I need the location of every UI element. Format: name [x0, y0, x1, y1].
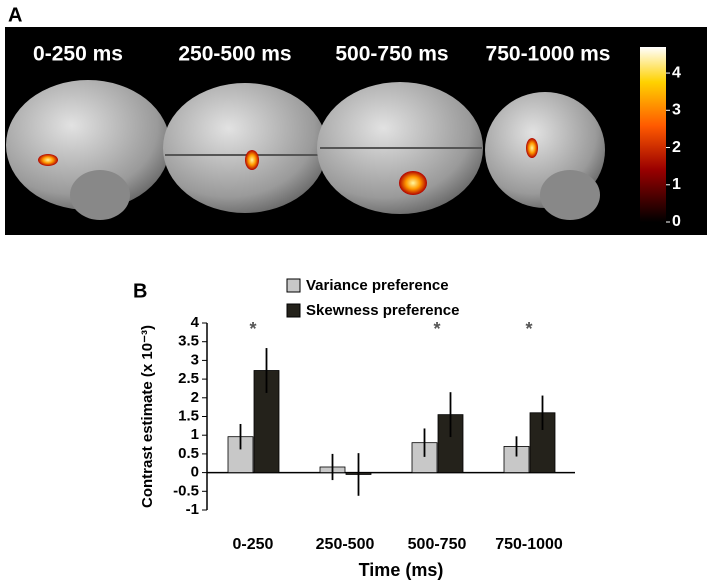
y-tick-label: 4	[191, 314, 200, 331]
x-tick-label: 500-750	[408, 536, 467, 553]
colorbar-tick-label: 2	[672, 139, 681, 156]
y-tick-label: 2.5	[178, 370, 199, 387]
y-tick-label: 1.5	[178, 407, 199, 424]
image-label: 0-250 ms	[33, 43, 123, 66]
legend-swatch	[286, 303, 301, 318]
colorbar-tick-label: 1	[672, 176, 681, 193]
legend-label: Skewness preference	[306, 302, 459, 319]
brain-images	[6, 80, 605, 220]
y-tick-label: 1	[191, 426, 199, 443]
x-tick-label: 250-500	[316, 536, 375, 553]
significance-mark: *	[525, 319, 532, 339]
image-label: 500-750 ms	[335, 43, 448, 66]
image-label: 250-500 ms	[178, 43, 291, 66]
y-tick-label: -0.5	[173, 482, 199, 499]
colorbar-tick-label: 3	[672, 102, 681, 119]
image-label: 750-1000 ms	[486, 43, 611, 66]
y-tick-label: 2	[191, 389, 199, 406]
x-tick-label: 0-250	[233, 536, 274, 553]
colorbar	[640, 47, 666, 222]
y-tick-label: 3.5	[178, 333, 199, 350]
x-tick-label: 750-1000	[495, 536, 563, 553]
panel-label: A	[8, 4, 22, 26]
significance-mark: *	[249, 319, 256, 339]
panel-label: B	[133, 280, 147, 302]
legend-label: Variance preference	[306, 277, 449, 294]
y-tick-label: -1	[186, 501, 199, 518]
colorbar-tick-label: 0	[672, 213, 681, 230]
y-axis-label: Contrast estimate (x 10⁻³)	[139, 325, 156, 508]
significance-mark: *	[433, 319, 440, 339]
y-tick-label: 0	[191, 464, 199, 481]
legend-swatch	[286, 278, 301, 293]
y-tick-label: 3	[191, 351, 199, 368]
y-tick-label: 0.5	[178, 445, 199, 462]
colorbar-tick-label: 4	[672, 64, 681, 81]
x-axis-label: Time (ms)	[359, 560, 444, 580]
